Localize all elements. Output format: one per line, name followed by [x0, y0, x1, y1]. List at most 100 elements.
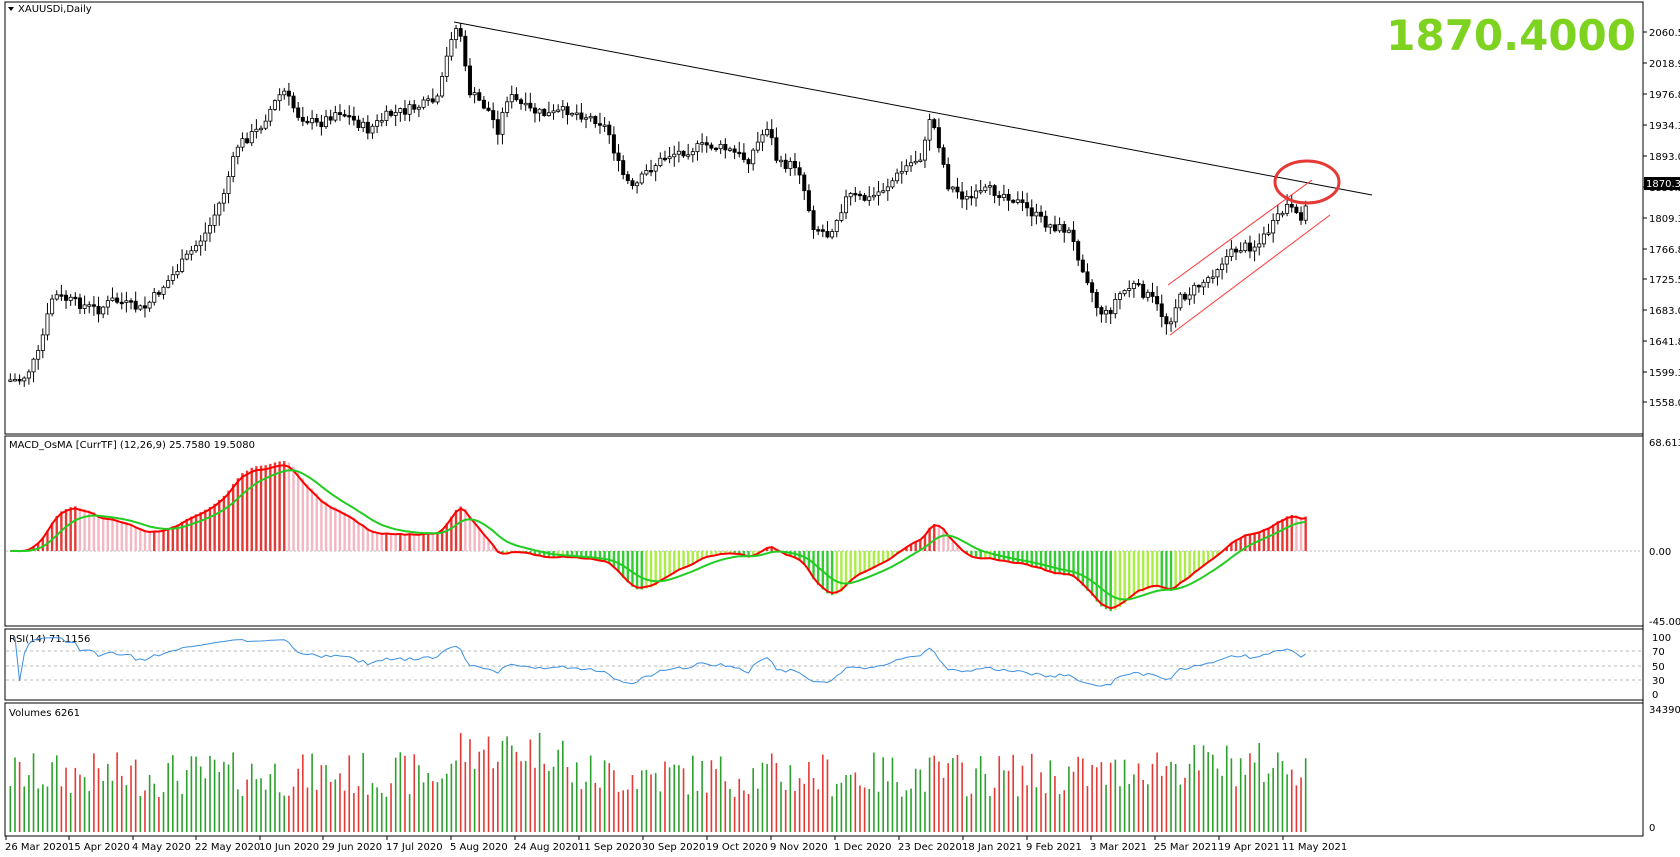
macd-histogram-bar: [259, 465, 263, 551]
volume-bar: [473, 768, 476, 832]
candle-body: [584, 117, 589, 120]
candle-body: [1206, 277, 1211, 283]
volume-bar: [1230, 758, 1233, 832]
candle-body: [12, 379, 17, 382]
volume-bar: [1021, 765, 1024, 832]
candle-body: [105, 300, 110, 308]
volume-bar: [1072, 771, 1075, 832]
volume-bar: [209, 755, 211, 832]
macd-histogram-bar: [1276, 521, 1280, 551]
macd-histogram-bar: [979, 551, 982, 559]
macd-histogram-bar: [1146, 551, 1150, 590]
candle-body: [1285, 203, 1290, 214]
macd-histogram-bar: [598, 551, 602, 562]
candle-body: [885, 186, 890, 192]
macd-histogram-bar: [1206, 551, 1210, 563]
macd-histogram-bar: [1281, 519, 1284, 551]
macd-histogram-bar: [589, 551, 592, 560]
volume-bar: [831, 796, 833, 832]
candle-body: [454, 28, 459, 41]
macd-histogram-bar: [408, 533, 411, 551]
volume-bar: [60, 786, 63, 832]
volume-bar: [1068, 766, 1070, 832]
candle-body: [296, 107, 301, 118]
volume-bar: [566, 767, 569, 832]
candle-body: [621, 160, 626, 175]
macd-histogram-bar: [46, 530, 49, 551]
macd-histogram-bar: [951, 540, 955, 551]
volume-bar: [1207, 752, 1209, 832]
candle-body: [1252, 246, 1257, 252]
resistance-trendline[interactable]: [453, 21, 1373, 196]
breakout-highlight-circle[interactable]: [1273, 159, 1341, 205]
volume-bar: [1095, 767, 1098, 832]
macd-histogram-bar: [640, 551, 643, 590]
candle-body: [1141, 283, 1146, 298]
volume-bar: [1133, 774, 1135, 832]
dropdown-arrow-icon[interactable]: [8, 7, 14, 11]
candle-body: [1229, 248, 1234, 257]
macd-histogram-bar: [710, 551, 713, 557]
candle-body: [1043, 215, 1048, 228]
volume-bar: [1003, 770, 1005, 832]
volume-bar: [232, 752, 234, 832]
volume-bar: [724, 781, 727, 832]
x-tick-label: 15 Apr 2020: [68, 842, 130, 853]
macd-histogram-bar: [696, 551, 699, 562]
macd-histogram-bar: [1225, 547, 1228, 551]
volume-bar: [1086, 786, 1089, 832]
volume-bar: [1054, 776, 1056, 832]
volume-bar: [445, 773, 448, 832]
candle-body: [180, 258, 185, 272]
macd-histogram-bar: [1299, 517, 1303, 551]
candle-body: [1113, 298, 1118, 315]
volume-bar: [172, 755, 174, 832]
candle-body: [8, 379, 13, 382]
macd-histogram-bar: [296, 472, 300, 551]
candle-body: [175, 271, 180, 276]
volume-bar: [664, 761, 666, 832]
candle-body: [551, 110, 556, 114]
candle-body: [523, 102, 528, 106]
volume-bar: [464, 761, 467, 832]
volume-bar: [859, 785, 861, 832]
volume-bar: [107, 763, 109, 832]
macd-histogram-bar: [533, 551, 537, 556]
time-axis: 26 Mar 2020 15 Apr 2020 4 May 2020 22 May 2…: [5, 836, 1347, 853]
volume-bar: [1123, 759, 1126, 832]
candle-body: [1057, 224, 1062, 232]
volume-bar: [687, 794, 689, 832]
candle-body: [161, 286, 166, 295]
rsi-y-tick-label: 100: [1652, 633, 1671, 644]
volume-bar: [1170, 761, 1172, 832]
rsi-line: [14, 637, 1306, 687]
candle-body: [802, 174, 807, 192]
candle-body: [166, 280, 171, 288]
symbol-title: XAUUSDi,Daily: [18, 4, 92, 15]
current-price-tag-bg: [1644, 177, 1680, 190]
macd-histogram-bar: [329, 505, 332, 551]
volume-bar: [1026, 785, 1028, 832]
candle-body: [449, 39, 454, 57]
macd-histogram-bar: [594, 551, 597, 561]
volume-bar: [483, 749, 485, 832]
volume-bar: [125, 785, 128, 832]
macd-histogram-bar: [919, 539, 922, 551]
macd-histogram-bar: [770, 546, 773, 551]
channel-upper-line[interactable]: [1167, 179, 1313, 286]
candle-body: [946, 164, 951, 190]
macd-histogram-bar: [41, 537, 45, 551]
volume-bar: [213, 759, 216, 832]
candle-body: [579, 112, 584, 120]
candle-body: [45, 313, 50, 336]
candle-body: [570, 113, 575, 116]
candle-body: [342, 114, 347, 117]
candle-body: [839, 212, 844, 221]
volume-bar: [329, 781, 332, 832]
volume-bar: [1184, 777, 1186, 832]
macd-histogram-bar: [468, 516, 472, 551]
channel-lower-line[interactable]: [1169, 214, 1331, 336]
x-tick-label: 25 Mar 2021: [1154, 842, 1217, 853]
volume-bar: [1119, 786, 1121, 832]
